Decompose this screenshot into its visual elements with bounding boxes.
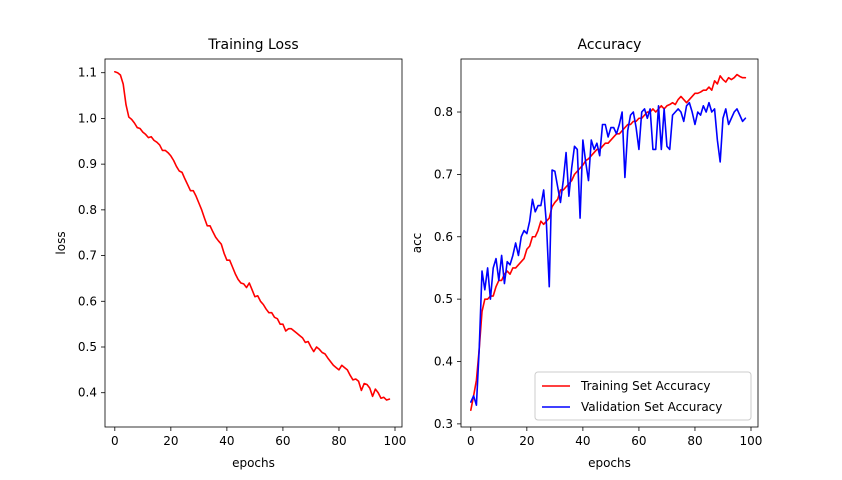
- x-tick-label: 60: [631, 434, 646, 448]
- chart-title: Accuracy: [578, 37, 642, 53]
- y-tick-label: 0.5: [78, 340, 97, 354]
- chart-title: Training Loss: [207, 37, 298, 53]
- x-axis-label: epochs: [232, 456, 275, 470]
- legend-label-training: Training Set Accuracy: [580, 379, 710, 393]
- x-tick-label: 40: [575, 434, 590, 448]
- x-tick-label: 80: [687, 434, 702, 448]
- y-axis-label: acc: [410, 233, 424, 254]
- x-axis-label: epochs: [588, 456, 631, 470]
- axes-frame: [460, 58, 759, 428]
- y-tick-label: 0.7: [78, 249, 97, 263]
- legend-label-validation: Validation Set Accuracy: [581, 400, 722, 414]
- plot-area: [114, 71, 391, 401]
- y-tick-label: 0.9: [78, 157, 97, 171]
- y-tick-label: 0.5: [434, 292, 453, 306]
- x-tick-label: 0: [467, 434, 475, 448]
- axes-frame: [104, 58, 403, 428]
- series-line-loss: [114, 71, 391, 401]
- y-axis: 0.3 0.4 0.5 0.6 0.7 0.8: [434, 105, 461, 431]
- y-tick-label: 0.4: [78, 386, 97, 400]
- x-tick-label: 0: [111, 434, 119, 448]
- y-tick-label: 0.7: [434, 167, 453, 181]
- x-tick-label: 80: [331, 434, 346, 448]
- y-axis: 0.4 0.5 0.6 0.7 0.8 0.9 1.0 1.1: [78, 66, 105, 400]
- y-tick-label: 0.8: [78, 203, 97, 217]
- x-tick-label: 20: [519, 434, 534, 448]
- y-tick-label: 1.0: [78, 111, 97, 125]
- y-axis-label: loss: [54, 231, 68, 254]
- y-tick-label: 0.8: [434, 105, 453, 119]
- legend-box: [534, 371, 752, 421]
- y-tick-label: 1.1: [78, 66, 97, 80]
- x-tick-label: 60: [275, 434, 290, 448]
- x-tick-label: 100: [384, 434, 407, 448]
- x-tick-label: 40: [219, 434, 234, 448]
- plot-area: [470, 73, 747, 411]
- x-tick-label: 20: [163, 434, 178, 448]
- y-tick-label: 0.6: [78, 294, 97, 308]
- chart-accuracy: Accuracy 0 20 40 60 80 100 0.3 0.4 0.5 0.6 0.7 0.8…: [410, 37, 762, 470]
- x-axis: 0 20 40 60 80 100: [111, 427, 406, 448]
- series-line-training-set-accuracy: [470, 73, 747, 411]
- chart-training-loss: Training Loss 0 20 40 60 80 100 0.40.50.60.70…: [54, 37, 406, 470]
- x-axis: 0 20 40 60 80 100: [467, 427, 762, 448]
- y-tick-label: 0.3: [434, 417, 453, 431]
- legend: Training Set Accuracy Validation Set Acc…: [534, 371, 752, 421]
- x-tick-label: 100: [740, 434, 763, 448]
- y-tick-label: 0.6: [434, 230, 453, 244]
- series-line-validation-set-accuracy: [470, 101, 747, 406]
- y-tick-label: 0.4: [434, 355, 453, 369]
